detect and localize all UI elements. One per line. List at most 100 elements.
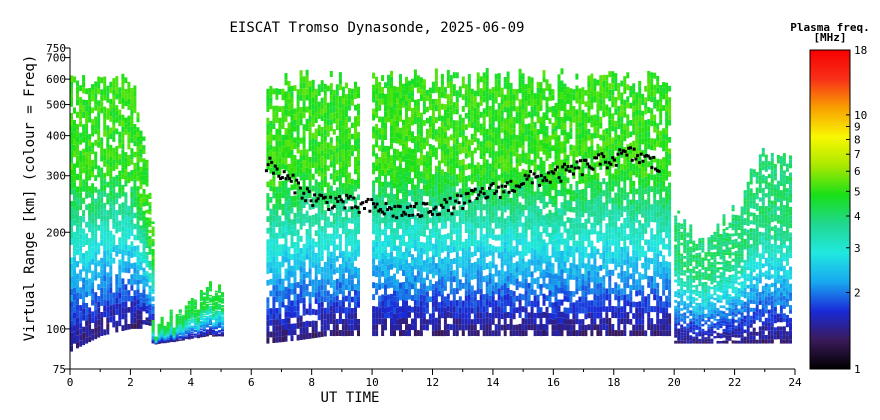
echo-cell — [350, 212, 354, 218]
echo-cell — [405, 271, 408, 278]
echo-cell — [278, 319, 282, 326]
echo-cell — [419, 206, 423, 213]
echo-cell — [133, 295, 137, 302]
echo-cell — [411, 78, 414, 85]
echo-cell — [402, 227, 405, 234]
echo-cell — [491, 194, 495, 201]
echo-cell — [106, 306, 110, 312]
echo-cell — [184, 324, 188, 327]
echo-cell — [215, 327, 218, 330]
echo-cell — [378, 133, 382, 140]
echo-cell — [299, 284, 303, 291]
echo-cell — [290, 236, 294, 243]
echo-cell — [440, 234, 444, 241]
echo-cell — [184, 317, 188, 320]
echo-cell — [416, 134, 420, 141]
echo-cell — [350, 145, 354, 151]
echo-cell — [142, 245, 146, 251]
echo-cell — [94, 210, 98, 217]
echo-cell — [416, 229, 420, 236]
echo-cell — [145, 163, 149, 168]
echo-cell — [497, 270, 501, 277]
echo-cell — [148, 220, 152, 224]
echo-cell — [202, 322, 206, 324]
echo-cell — [70, 87, 73, 95]
echo-cell — [221, 324, 224, 326]
echo-cell — [145, 302, 149, 306]
echo-cell — [296, 124, 300, 131]
echo-cell — [154, 336, 158, 338]
echo-cell — [482, 312, 486, 319]
echo-cell — [215, 325, 218, 328]
echo-cell — [127, 126, 131, 133]
echo-cell — [384, 209, 387, 215]
echo-cell — [449, 158, 453, 164]
echo-cell — [458, 165, 462, 172]
echo-cell — [509, 163, 513, 170]
echo-cell — [381, 270, 385, 277]
echo-cell — [446, 203, 450, 209]
echo-cell — [212, 327, 215, 330]
echo-cell — [458, 279, 462, 285]
echo-cell — [387, 270, 390, 277]
echo-cell — [461, 253, 465, 260]
echo-cell — [112, 211, 116, 218]
echo-cell — [296, 100, 300, 107]
echo-cell — [464, 181, 468, 188]
echo-cell — [112, 315, 116, 322]
echo-cell — [311, 132, 315, 139]
echo-cell — [187, 315, 191, 318]
echo-cell — [344, 99, 348, 106]
echo-cell — [308, 291, 312, 298]
echo-cell — [323, 238, 327, 245]
echo-cell — [357, 109, 360, 116]
echo-cell — [408, 244, 411, 251]
echo-cell — [109, 98, 113, 105]
echo-cell — [452, 138, 456, 145]
echo-cell — [202, 333, 206, 335]
echo-cell — [467, 288, 471, 295]
echo-cell — [509, 232, 513, 239]
echo-cell — [518, 257, 522, 264]
echo-cell — [411, 84, 414, 91]
echo-cell — [390, 167, 393, 174]
echo-cell — [338, 96, 342, 103]
echo-cell — [266, 326, 270, 332]
echo-cell — [422, 318, 426, 325]
echo-cell — [106, 108, 110, 114]
echo-cell — [139, 238, 143, 244]
echo-cell — [199, 299, 203, 302]
echo-cell — [390, 299, 393, 306]
echo-cell — [103, 263, 107, 270]
echo-cell — [326, 296, 330, 302]
echo-cell — [311, 326, 315, 333]
echo-cell — [190, 300, 194, 303]
echo-cell — [350, 313, 354, 320]
echo-cell — [103, 214, 107, 221]
echo-cell — [455, 252, 459, 259]
echo-cell — [440, 187, 444, 194]
echo-cell — [136, 284, 140, 290]
echo-cell — [142, 167, 146, 172]
echo-cell — [317, 130, 321, 137]
echo-cell — [190, 320, 194, 323]
echo-cell — [311, 261, 315, 268]
echo-cell — [133, 140, 137, 147]
echo-cell — [470, 150, 474, 157]
echo-cell — [151, 271, 155, 274]
echo-cell — [145, 278, 149, 283]
echo-cell — [284, 231, 288, 238]
echo-cell — [461, 194, 465, 201]
echo-cell — [372, 186, 376, 193]
echo-cell — [278, 296, 282, 303]
echo-cell — [115, 157, 119, 164]
echo-cell — [384, 295, 387, 302]
echo-cell — [293, 183, 297, 190]
echo-cell — [375, 224, 379, 230]
echo-cell — [326, 216, 330, 223]
echo-cell — [485, 287, 489, 294]
echo-cell — [512, 218, 516, 224]
echo-cell — [178, 313, 182, 315]
echo-cell — [530, 130, 534, 137]
echo-cell — [275, 134, 279, 141]
